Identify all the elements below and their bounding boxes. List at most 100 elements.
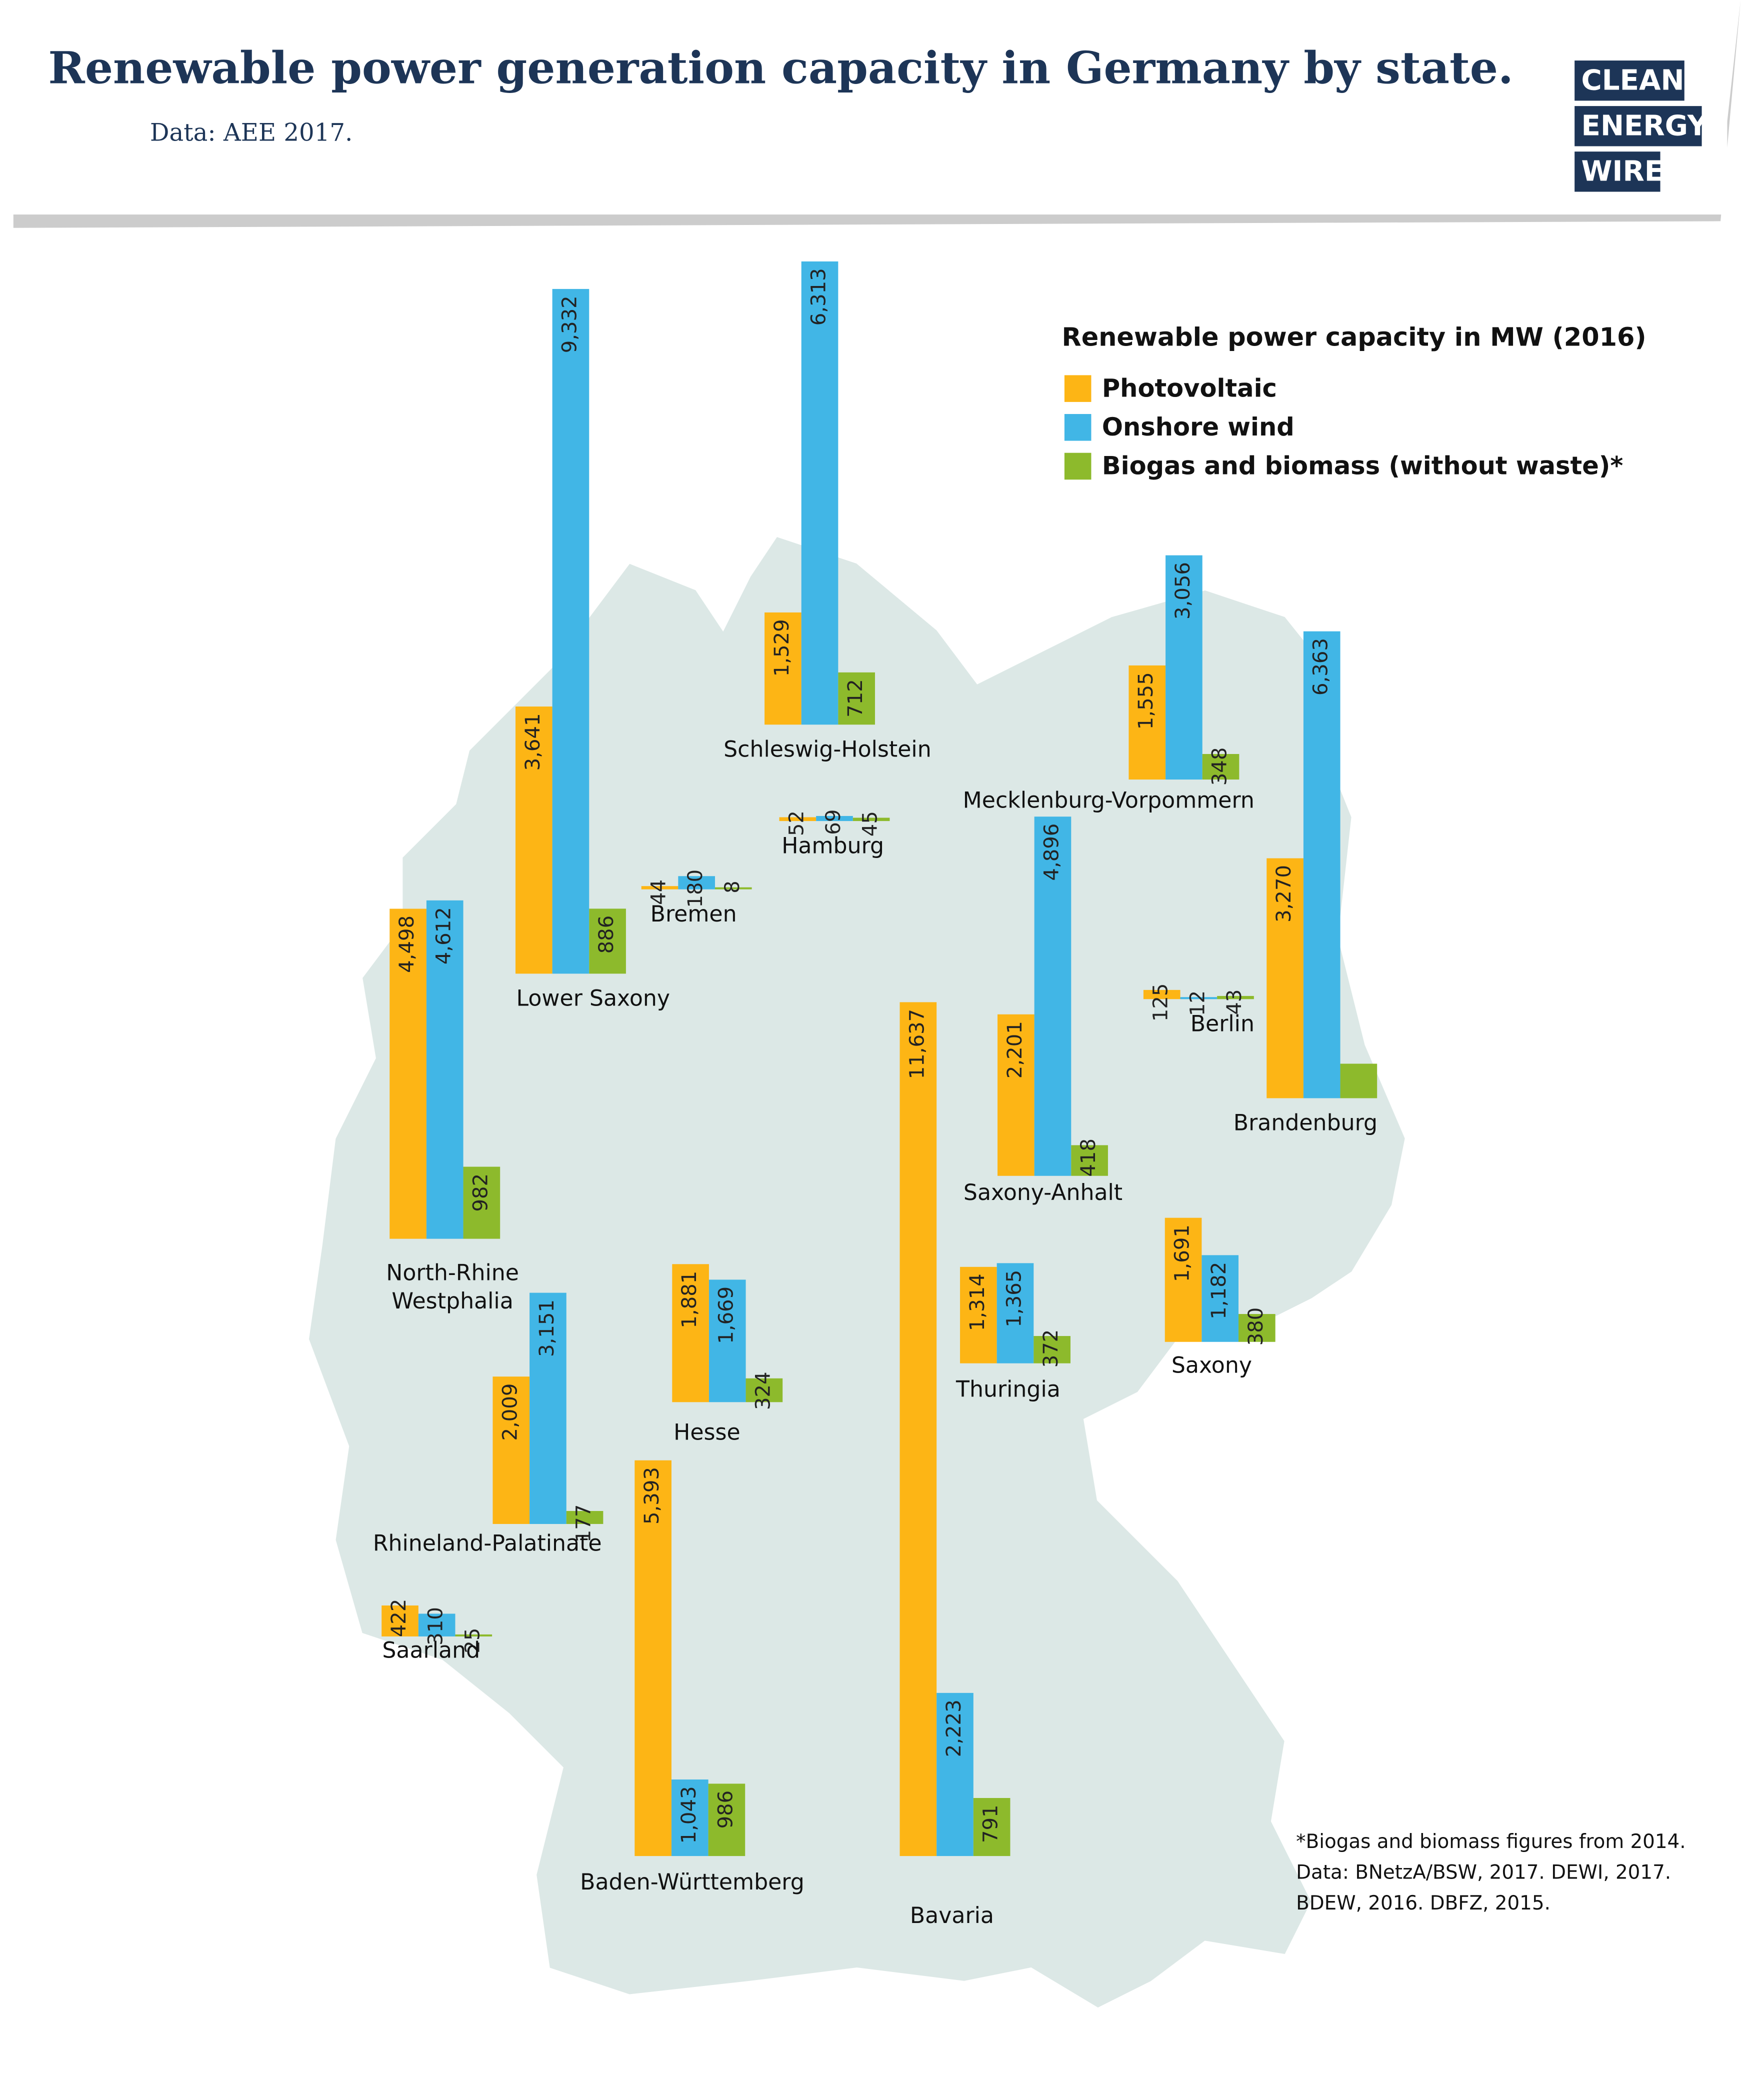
value-label: 43 xyxy=(1223,990,1246,1015)
value-label: 982 xyxy=(469,1174,492,1212)
bar xyxy=(1128,665,1166,780)
bar xyxy=(996,1263,1034,1364)
notes: *Biogas and biomass figures from 2014. Da… xyxy=(1296,1830,1686,1914)
state-group: 11,637 2,223 791 Bavaria xyxy=(900,1002,1010,1928)
value-label: 1,669 xyxy=(715,1286,738,1344)
value-label: 3,056 xyxy=(1172,562,1194,620)
value-label: 1,043 xyxy=(678,1786,700,1844)
value-label: 324 xyxy=(752,1372,774,1410)
value-label: 712 xyxy=(844,679,867,718)
state-label-box: Bremen xyxy=(650,901,737,927)
bar xyxy=(1164,1218,1202,1342)
header xyxy=(0,0,1728,215)
value-label: 3,151 xyxy=(536,1300,558,1357)
state-label-box: Berlin xyxy=(1190,1011,1254,1037)
bar xyxy=(1034,816,1072,1176)
chart-subtitle: Data: AEE 2017. xyxy=(150,119,352,147)
legend-title: Renewable power capacity in MW (2016) xyxy=(1062,322,1646,352)
state-label: Bavaria xyxy=(910,1902,994,1928)
state-label: Brandenburg xyxy=(1233,1110,1378,1136)
bar xyxy=(801,261,838,725)
value-label: 8 xyxy=(721,880,744,894)
value-label: 25 xyxy=(461,1628,484,1653)
state-label-box: Brandenburg xyxy=(1233,1110,1378,1136)
logo-box xyxy=(1574,152,1660,192)
value-label: 6,363 xyxy=(1310,638,1332,696)
note: *Biogas and biomass figures from 2014. xyxy=(1296,1830,1686,1853)
value-label: 125 xyxy=(1150,984,1172,1022)
legend-label: Biogas and biomass (without waste)* xyxy=(1102,452,1623,480)
state-label: Bremen xyxy=(650,901,737,927)
bar xyxy=(1071,1145,1108,1176)
logo-box xyxy=(1574,60,1684,101)
state-label: Schleswig-Holstein xyxy=(724,736,932,762)
value-label: 1,314 xyxy=(966,1274,989,1331)
bar xyxy=(589,908,626,974)
state-label-box: Bavaria xyxy=(910,1902,994,1928)
logo-text: WIRE xyxy=(1582,156,1664,188)
legend-label: Onshore wind xyxy=(1102,412,1294,442)
state-label: Berlin xyxy=(1190,1011,1254,1037)
logo-text: CLEAN xyxy=(1582,64,1684,97)
value-label: 1,529 xyxy=(770,619,794,676)
logo-box xyxy=(1574,106,1702,146)
value-label: 44 xyxy=(648,880,670,905)
bar xyxy=(530,1292,566,1524)
bar xyxy=(1202,1255,1239,1342)
value-label: 180 xyxy=(684,870,707,908)
state-group: 2,201 4,896 418 Saxony-Anhalt xyxy=(964,816,1122,1206)
state-label-box: Hamburg xyxy=(782,833,884,858)
value-label: 3,270 xyxy=(1272,865,1296,922)
state-group: 44 180 8 Bremen xyxy=(641,870,752,927)
value-label: 1,365 xyxy=(1002,1270,1026,1328)
state-group: 4,498 4,612 982 North-Rhine Westphalia xyxy=(386,900,519,1314)
state-label: Thuringia xyxy=(956,1376,1060,1402)
state-label: Lower Saxony xyxy=(516,986,670,1012)
value-label: 52 xyxy=(785,810,808,836)
value-label: 69 xyxy=(822,810,845,835)
state-label: Saxony xyxy=(1171,1352,1252,1378)
value-label: 12 xyxy=(1186,990,1209,1016)
bar xyxy=(1180,997,1218,1000)
bar xyxy=(852,818,890,822)
bar xyxy=(746,1378,783,1402)
state-group: 1,691 1,182 380 Saxony xyxy=(1164,1218,1276,1378)
state-label-box: Saxony-Anhalt xyxy=(964,1180,1122,1206)
legend-swatch xyxy=(1064,375,1092,402)
state-label: North-Rhine Westphalia xyxy=(386,1260,519,1314)
bar xyxy=(641,886,678,890)
bar xyxy=(634,1460,672,1856)
bar xyxy=(492,1376,530,1524)
value-label: 2,201 xyxy=(1004,1021,1026,1078)
state-label: Baden-Württemberg xyxy=(580,1869,804,1895)
bar xyxy=(973,1798,1010,1856)
bars: 1,529 6,313 712 Schleswig-Holstein 52 69 45Ham… xyxy=(373,261,1378,1928)
value-label: 177 xyxy=(572,1504,596,1543)
bar xyxy=(1143,990,1180,1000)
bar xyxy=(900,1002,937,1856)
bar xyxy=(714,887,752,890)
value-label: 310 xyxy=(424,1607,448,1646)
state-label-box: Schleswig-Holstein xyxy=(724,736,932,762)
bar xyxy=(455,1634,492,1636)
value-label: 348 xyxy=(1208,748,1232,786)
bar xyxy=(816,816,853,822)
value-label: 986 xyxy=(714,1790,737,1829)
value-label: 2,009 xyxy=(498,1384,522,1441)
bar xyxy=(936,1692,974,1856)
value-label: 11,637 xyxy=(906,1009,928,1080)
bar xyxy=(515,706,552,974)
state-label-box: Thuringia xyxy=(956,1376,1060,1402)
state-label-box: Mecklenburg-Vorpommern xyxy=(963,788,1254,813)
state-group: 3,641 9,332 886 Lower Saxony xyxy=(515,288,670,1012)
value-label: 4,896 xyxy=(1040,824,1063,881)
bar xyxy=(1238,1314,1276,1342)
value-label: 3,641 xyxy=(522,713,544,770)
bar xyxy=(838,672,875,725)
bar xyxy=(1303,631,1340,1098)
value-label: 2,223 xyxy=(942,1700,966,1757)
value-label: 1,182 xyxy=(1208,1262,1230,1320)
state-group: 5,393 1,043 986 Baden-Württemberg xyxy=(580,1460,804,1895)
